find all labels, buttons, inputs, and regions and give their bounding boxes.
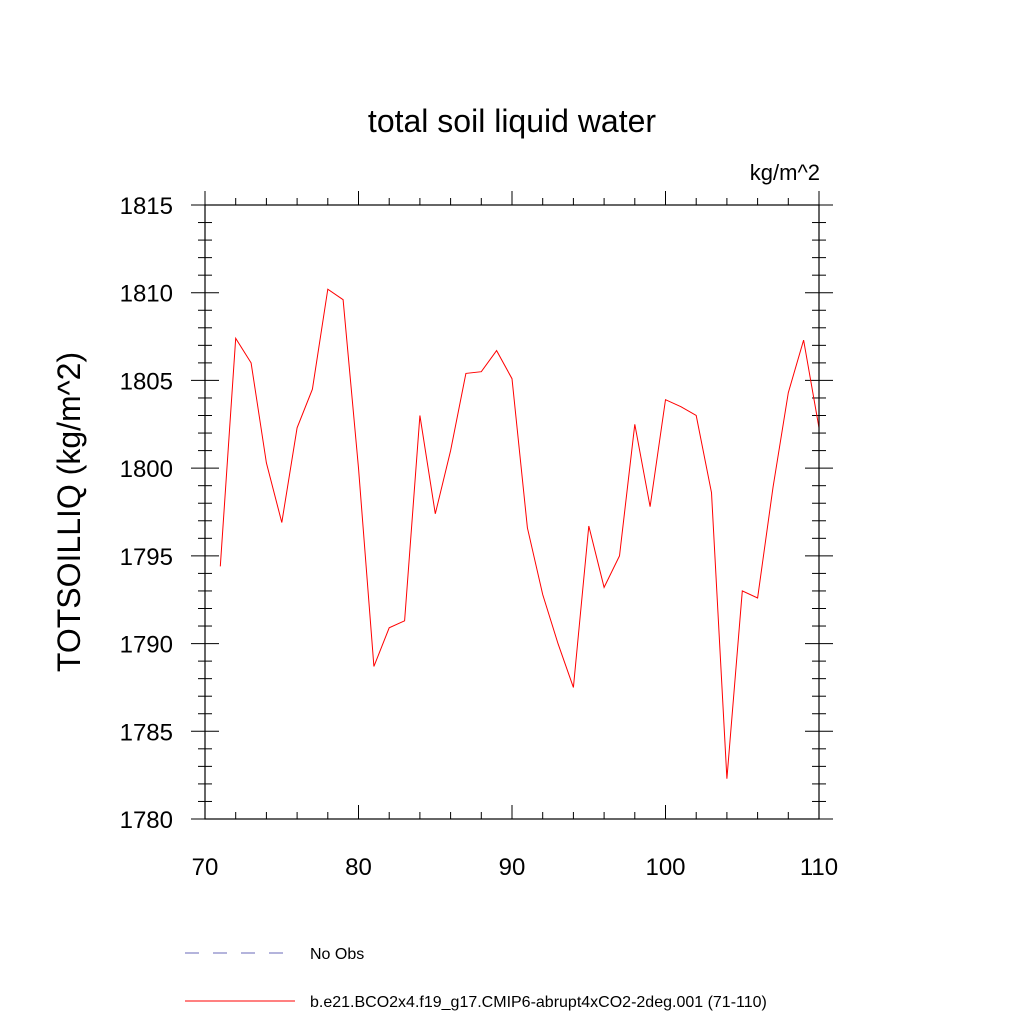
legend: No Obs b.e21.BCO2x4.f19_g17.CMIP6-abrupt… bbox=[185, 946, 767, 1011]
x-tick-label: 80 bbox=[345, 854, 372, 881]
x-tick-label: 100 bbox=[645, 854, 685, 881]
y-tick-label: 1810 bbox=[120, 281, 173, 308]
y-axis-label: TOTSOILLIQ (kg/m^2) bbox=[51, 352, 87, 672]
y-tick-label: 1795 bbox=[120, 544, 173, 571]
y-tick-label: 1815 bbox=[120, 193, 173, 220]
axis-ticks bbox=[191, 191, 833, 820]
legend-label-model: b.e21.BCO2x4.f19_g17.CMIP6-abrupt4xCO2-2… bbox=[310, 994, 767, 1011]
x-tick-label: 110 bbox=[800, 854, 838, 881]
y-tick-label: 1790 bbox=[120, 632, 173, 659]
plot-frame bbox=[204, 204, 820, 820]
y-tick-label: 1785 bbox=[120, 719, 173, 746]
x-tick-label: 90 bbox=[499, 854, 526, 881]
tick-labels: 70 80 90 100 110 1780 1785 1790 1795 1800 1805 1810… bbox=[120, 193, 839, 881]
y-tick-label: 1800 bbox=[120, 456, 173, 483]
legend-label-no-obs: No Obs bbox=[310, 946, 364, 963]
x-tick-label: 70 bbox=[192, 854, 219, 881]
units-label: kg/m^2 bbox=[750, 160, 820, 185]
series-line-0 bbox=[219, 288, 820, 779]
y-tick-label: 1780 bbox=[120, 807, 173, 834]
chart-title: total soil liquid water bbox=[368, 103, 656, 139]
y-tick-label: 1805 bbox=[120, 368, 173, 395]
series-layer bbox=[219, 288, 820, 779]
